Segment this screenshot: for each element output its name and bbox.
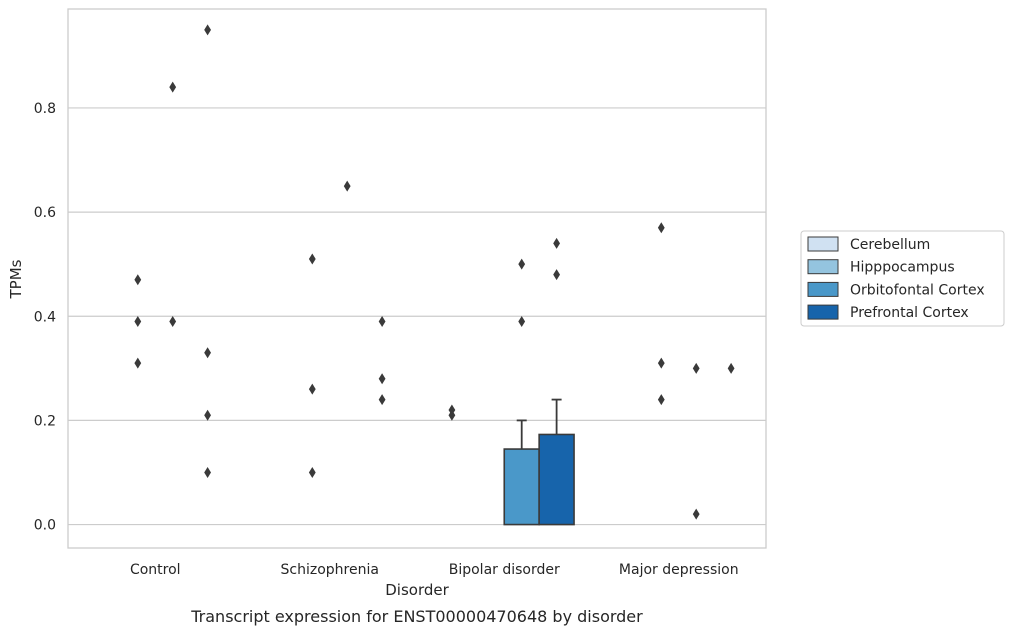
legend-frame	[800, 230, 1005, 327]
outlier-point	[378, 315, 386, 327]
x-tick-label: Major depression	[619, 562, 739, 578]
x-tick-label: Control	[130, 562, 181, 578]
outlier-point	[204, 24, 211, 36]
bar	[538, 433, 575, 526]
bar	[503, 448, 540, 526]
outlier-point	[657, 357, 665, 369]
x-axis-ticks: Control Schizophrenia Bipolar disorder Majo…	[130, 562, 739, 578]
y-tick-label: 0.4	[34, 309, 56, 325]
y-tick-label: 0.0	[34, 518, 56, 534]
outlier-point	[204, 466, 211, 478]
legend-swatch	[807, 259, 839, 275]
x-axis-title: Disorder	[385, 581, 449, 599]
y-axis-title: TPMs	[7, 259, 25, 299]
bars	[503, 398, 575, 526]
outlier-point	[134, 274, 142, 286]
outliers	[134, 24, 735, 520]
outlier-point	[692, 362, 700, 374]
grid-lines	[68, 107, 766, 526]
outlier-point	[169, 81, 177, 93]
outlier-point	[553, 237, 560, 249]
outlier-point	[343, 180, 351, 192]
legend-label: Cerebellum	[850, 237, 930, 253]
outlier-point	[308, 253, 316, 265]
outlier-point	[657, 222, 665, 234]
outlier-point	[553, 269, 560, 281]
outlier-point	[204, 347, 211, 359]
outlier-point	[727, 362, 735, 374]
outlier-point	[657, 394, 665, 406]
outlier-point	[448, 404, 456, 416]
legend: Cerebellum Hipppocampus Orbitofontal Corte…	[800, 230, 1005, 327]
legend-label: Hipppocampus	[850, 260, 955, 276]
legend-swatch	[807, 281, 839, 297]
outlier-point	[518, 315, 526, 327]
outlier-point	[308, 466, 316, 478]
outlier-point	[692, 508, 700, 520]
outlier-point	[518, 258, 526, 270]
outlier-point	[378, 394, 386, 406]
plot-area	[67, 8, 767, 549]
outlier-point	[378, 373, 386, 385]
figure-caption: Transcript expression for ENST0000047064…	[190, 607, 643, 626]
outlier-point	[308, 383, 316, 395]
x-tick-label: Bipolar disorder	[449, 562, 560, 578]
y-tick-label: 0.2	[34, 413, 56, 429]
legend-swatch	[807, 236, 839, 252]
legend-swatch	[807, 304, 839, 320]
y-tick-label: 0.6	[34, 205, 56, 221]
x-tick-label: Schizophrenia	[281, 562, 379, 578]
legend-label: Prefrontal Cortex	[850, 305, 969, 321]
outlier-point	[134, 357, 142, 369]
y-tick-label: 0.8	[34, 101, 56, 117]
y-axis-ticks: 0.0 0.2 0.4 0.6 0.8	[34, 101, 56, 534]
outlier-point	[204, 409, 211, 421]
legend-label: Orbitofontal Cortex	[850, 282, 985, 298]
outlier-point	[169, 315, 177, 327]
outlier-point	[134, 315, 142, 327]
